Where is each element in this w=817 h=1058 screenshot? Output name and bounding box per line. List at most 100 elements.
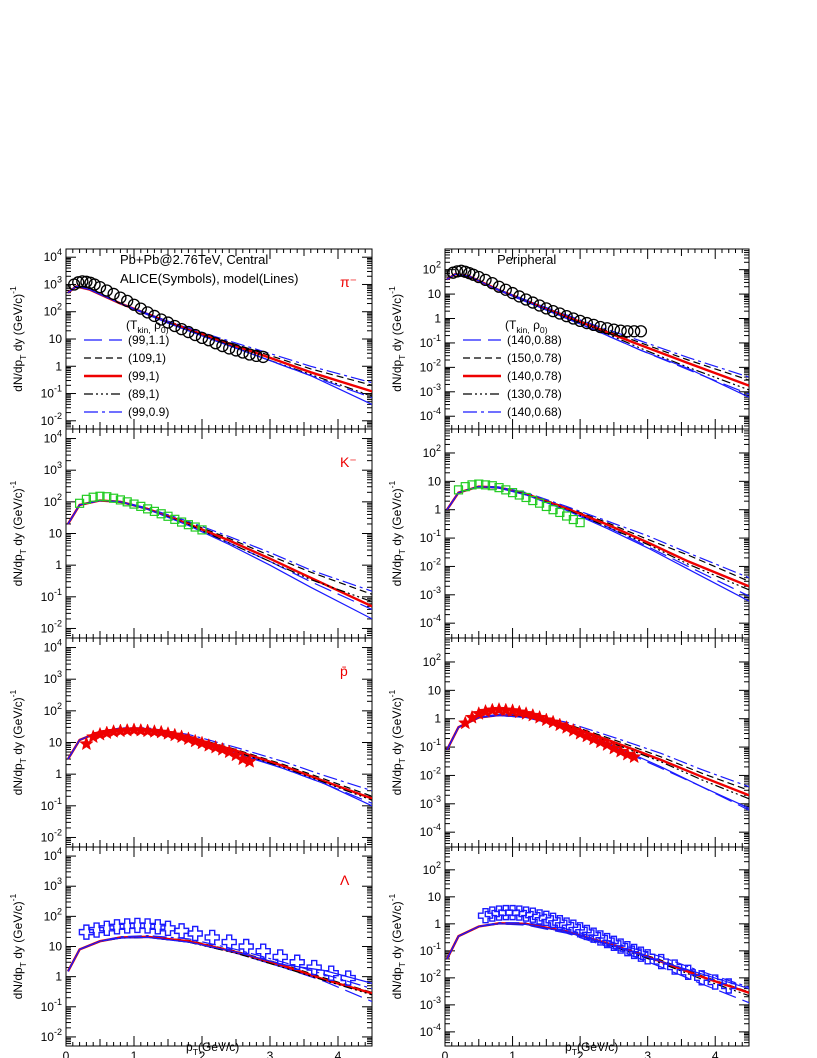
data-point-marker (156, 509, 166, 519)
x-tick-label: 2 (199, 1049, 206, 1058)
data-point-marker (115, 495, 126, 505)
data-point-marker (257, 350, 270, 364)
legend-label: (109,1) (128, 351, 166, 365)
data-point-marker (474, 479, 484, 489)
data-point-marker (541, 501, 551, 512)
model-curve-blue-long-dash (67, 728, 372, 804)
y-tick-label: 10-2 (420, 968, 441, 985)
data-point-marker (575, 518, 585, 528)
y-tick-label: 1 (434, 712, 441, 726)
data-point-marker (514, 490, 524, 500)
data-point-marker (540, 302, 553, 315)
x-tick-label: 4 (335, 1049, 342, 1058)
panel-frame (65, 846, 373, 1047)
panel-peripheral-kaon: 10-4 10-3 10-2 10-1 1 10 102 dN/dpT dy (GeV/c)-… (387, 428, 750, 639)
data-point-marker (114, 291, 127, 304)
data-point-marker (600, 322, 614, 335)
data-point-marker (559, 720, 574, 734)
data-point-marker (272, 949, 288, 965)
y-tick-label: 10 (428, 287, 442, 301)
y-tick-label: 10 (49, 332, 63, 346)
data-point-marker (88, 492, 98, 502)
data-point-marker (216, 339, 229, 353)
data-point-marker (553, 307, 566, 320)
data-point-marker (289, 954, 305, 970)
data-point-marker (243, 348, 256, 361)
data-point-marker (306, 959, 322, 976)
data-point-marker (209, 337, 222, 350)
data-point-marker (680, 964, 696, 981)
data-point-marker (127, 298, 141, 311)
data-point-marker (579, 924, 595, 941)
model-curve-red-solid (66, 727, 372, 800)
y-tick-label: 10-1 (41, 796, 62, 813)
model-curve-blue-dash-dot (446, 485, 749, 579)
data-point-marker (467, 480, 477, 490)
data-point-marker (621, 325, 634, 338)
data-point-marker (565, 919, 582, 935)
y-tick-label: 10-2 (41, 411, 62, 428)
data-points (477, 904, 737, 994)
data-point-marker (119, 918, 135, 934)
data-point-marker (619, 941, 636, 957)
y-tick-label: 10 (49, 940, 63, 954)
data-point-marker (81, 494, 92, 504)
data-point-marker (572, 922, 588, 938)
data-point-marker (148, 309, 161, 323)
data-points (78, 917, 356, 986)
data-point-marker (487, 481, 497, 491)
data-point-marker (579, 728, 595, 743)
x-axis-title: pT(GeV/c) (565, 1040, 618, 1057)
data-point-marker (238, 938, 254, 955)
particle-label: p̄ (340, 663, 348, 679)
y-tick-label: 10-1 (41, 587, 62, 604)
data-point-marker (653, 953, 669, 970)
data-point-marker (606, 935, 622, 952)
y-tick-label: 10-1 (420, 528, 441, 545)
model-curve-blue-solid (446, 485, 749, 602)
data-point-marker (612, 938, 629, 954)
data-point-marker (136, 501, 146, 511)
y-axis-title: dN/dpT dy (GeV/c)-1 (387, 689, 407, 795)
model-curve-blue-solid (446, 273, 749, 398)
y-tick-label: 10-1 (420, 941, 441, 958)
y-tick-label: 1 (434, 312, 441, 326)
data-point-marker (150, 919, 166, 935)
y-tick-label: 103 (44, 460, 62, 477)
data-point-marker (479, 273, 492, 287)
x-tick-label: 0 (442, 1049, 449, 1058)
data-point-marker (223, 342, 236, 355)
data-point-marker (221, 934, 237, 950)
model-curves (66, 727, 372, 807)
particle-label: K⁻ (340, 454, 357, 470)
data-point-marker (215, 741, 230, 756)
data-point-marker (187, 733, 203, 748)
data-point-marker (167, 727, 183, 742)
data-point-marker (573, 314, 587, 328)
panel-peripheral-pion: 10-4 10-3 10-2 10-1 1 10 102 dN/dpT dy (GeV/c)-… (387, 248, 750, 430)
panel-frame (65, 637, 373, 848)
y-tick-label: 1 (434, 503, 441, 517)
data-point-marker (323, 965, 339, 981)
y-tick-label: 10-1 (420, 737, 441, 754)
particle-label: π⁻ (340, 274, 357, 290)
x-tick-label: 4 (712, 1049, 719, 1058)
data-point-marker (639, 949, 656, 965)
data-point-marker (721, 978, 737, 994)
y-tick-label: 10 (428, 890, 442, 904)
data-point-marker (552, 717, 568, 732)
panel-frame (65, 428, 373, 639)
data-point-marker (560, 309, 573, 323)
y-tick-label: 10-3 (420, 382, 441, 399)
legend-label: (99,1.1) (128, 333, 169, 347)
data-point-marker (163, 511, 173, 521)
y-tick-label: 10-4 (420, 406, 441, 423)
y-tick-label: 10-4 (420, 822, 441, 839)
y-tick-label: 1 (55, 558, 62, 572)
y-tick-label: 10-2 (41, 1027, 62, 1044)
data-point-marker (492, 280, 506, 293)
data-point-marker (88, 922, 105, 938)
model-curve-black-dash (67, 727, 372, 797)
panel-central-kaon: 10-2 10-1 1 10 102 103 104 dN/dpT dy (GeV/c)-1 K… (8, 428, 373, 639)
data-point-marker (620, 746, 635, 761)
